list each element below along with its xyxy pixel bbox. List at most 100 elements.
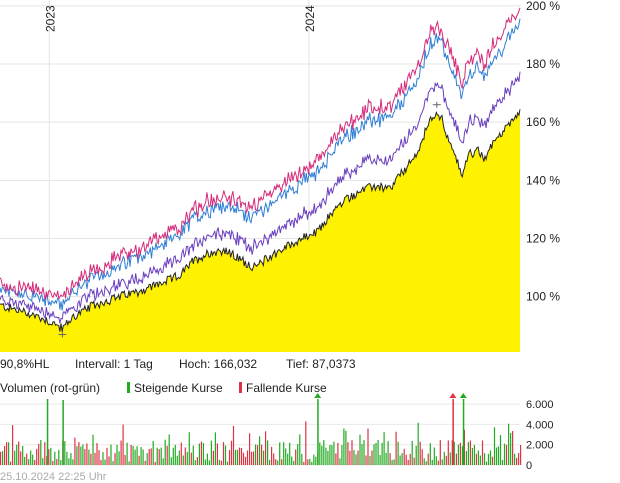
volume-bar: [307, 459, 309, 465]
volume-bar: [82, 444, 84, 465]
volume-bar: [242, 452, 245, 465]
volume-bar: [32, 454, 34, 465]
volume-bar: [184, 447, 186, 465]
volume-bar: [417, 422, 419, 465]
volume-bar: [8, 442, 10, 465]
x-year-label: 2023: [43, 5, 57, 32]
volume-bar: [16, 444, 18, 465]
volume-bar: [124, 455, 126, 465]
volume-bar: [407, 460, 409, 465]
info-range: 90,8%HL: [0, 357, 50, 371]
volume-bar: [68, 458, 70, 465]
volume-bar: [212, 450, 214, 465]
volume-bar: [120, 440, 122, 465]
volume-bar: [277, 460, 279, 465]
volume-bar: [158, 449, 160, 465]
volume-bar: [2, 451, 4, 465]
volume-bar: [238, 447, 241, 465]
volume-bar: [162, 458, 164, 465]
volume-bar: [86, 443, 88, 465]
volume-bar: [246, 450, 249, 465]
x-year-label: 2024: [303, 5, 317, 32]
volume-bar: [249, 433, 251, 465]
volume-bar: [24, 456, 26, 465]
volume-bar: [90, 453, 92, 465]
price-y-tick-label: 200 %: [526, 0, 560, 13]
volume-bar: [409, 453, 411, 465]
volume-bar: [152, 441, 154, 465]
volume-bar: [357, 450, 359, 465]
price-y-tick-label: 120 %: [526, 232, 560, 246]
volume-bar: [118, 451, 120, 465]
high-low-markers: [58, 101, 441, 338]
volume-bar: [471, 447, 473, 465]
volume-bar: [337, 442, 339, 465]
volume-bar: [14, 450, 16, 465]
volume-bar: [114, 453, 116, 465]
volume-bar: [200, 441, 202, 465]
volume-bar: [102, 452, 104, 465]
volume-bar: [512, 431, 514, 465]
volume-bar: [283, 442, 285, 465]
volume-bar: [501, 459, 504, 465]
volume-bar: [174, 444, 176, 465]
volume-bar: [263, 450, 265, 465]
volume-bar: [228, 450, 231, 465]
volume-bar: [271, 446, 273, 465]
volume-bar: [363, 440, 365, 465]
volume-bar: [142, 449, 144, 465]
volume-bar: [347, 442, 349, 465]
volume-bar: [351, 440, 353, 465]
volume-bar: [222, 442, 225, 465]
volume-bar: [36, 448, 38, 465]
price-grid: [0, 0, 520, 352]
volume-bar: [385, 452, 387, 465]
volume-bar: [505, 444, 508, 465]
volume-bar: [259, 436, 261, 465]
volume-bar: [236, 449, 239, 465]
volume-bar: [508, 423, 510, 465]
volume-clip-marker: [314, 393, 322, 398]
volume-clip-marker: [459, 393, 467, 398]
volume-bar: [104, 459, 106, 465]
volume-bar: [94, 452, 96, 465]
volume-bar: [112, 461, 114, 465]
volume-bar: [26, 453, 28, 465]
volume-bar: [140, 447, 142, 465]
volume-bar: [220, 460, 222, 465]
price-y-ticks: 100 % 120 % 140 % 160 % 180 % 200 %: [526, 0, 560, 304]
volume-bar: [78, 442, 80, 465]
volume-bar: [421, 449, 423, 465]
volume-bar: [279, 442, 281, 465]
volume-bar: [485, 461, 488, 465]
volume-bar: [305, 421, 307, 465]
volume-bar: [132, 446, 134, 465]
series-line-purple: [0, 71, 521, 324]
volume-bar: [251, 451, 253, 465]
volume-bar: [355, 454, 357, 465]
volume-bar: [144, 460, 146, 465]
volume-y-ticks: 0 2.000 4.000 6.000: [526, 399, 554, 472]
volume-bar: [463, 429, 465, 465]
volume-bar: [369, 456, 371, 465]
volume-bar: [325, 447, 327, 465]
volume-bar: [361, 444, 363, 465]
volume-bar: [457, 444, 459, 465]
volume-bar: [373, 444, 375, 465]
volume-bar: [194, 460, 196, 465]
volume-bar: [0, 451, 2, 465]
volume-bar: [441, 459, 443, 465]
volume-bar: [108, 456, 110, 465]
volume-bar: [48, 449, 50, 465]
volume-bar: [136, 446, 138, 465]
legend-down-swatch: [239, 382, 242, 393]
volume-bar: [453, 441, 455, 465]
volume-bar: [96, 443, 98, 465]
volume-markers: [314, 393, 467, 398]
volume-bar: [379, 455, 381, 465]
volume-bar: [449, 452, 451, 465]
volume-bar: [319, 442, 321, 465]
volume-bar: [375, 443, 377, 465]
volume-bar: [116, 444, 118, 465]
volume-bar: [415, 445, 417, 465]
